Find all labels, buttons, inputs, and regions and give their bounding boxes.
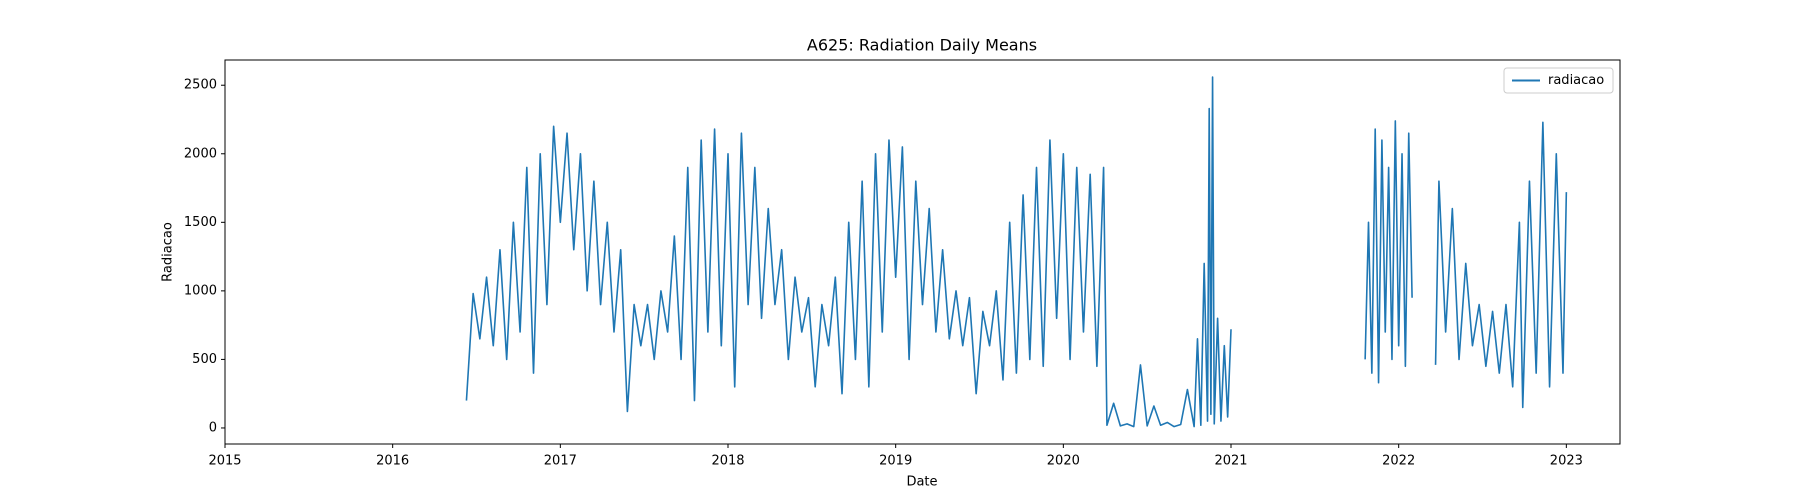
chart-title: A625: Radiation Daily Means: [807, 36, 1037, 55]
x-tick-label: 2020: [1047, 454, 1080, 469]
x-tick-label: 2015: [208, 454, 241, 469]
y-tick-label: 1500: [184, 215, 217, 230]
y-tick-label: 1000: [184, 283, 217, 298]
x-tick-label: 2016: [376, 454, 409, 469]
y-axis-label: Radiacao: [161, 222, 176, 282]
y-tick-label: 0: [209, 420, 217, 435]
x-tick-label: 2017: [544, 454, 577, 469]
x-tick-label: 2023: [1550, 454, 1583, 469]
data-line: [465, 76, 1568, 428]
legend-label: radiacao: [1548, 73, 1604, 88]
x-tick-label: 2022: [1382, 454, 1415, 469]
x-tick-label: 2021: [1214, 454, 1247, 469]
y-tick-label: 2000: [184, 146, 217, 161]
y-tick-label: 2500: [184, 78, 217, 93]
y-tick-label: 500: [192, 352, 217, 367]
plot-frame: [224, 59, 1621, 445]
x-axis-label: Date: [906, 475, 937, 490]
x-tick-label: 2018: [711, 454, 744, 469]
legend-box: [1503, 67, 1614, 94]
x-tick-label: 2019: [879, 454, 912, 469]
